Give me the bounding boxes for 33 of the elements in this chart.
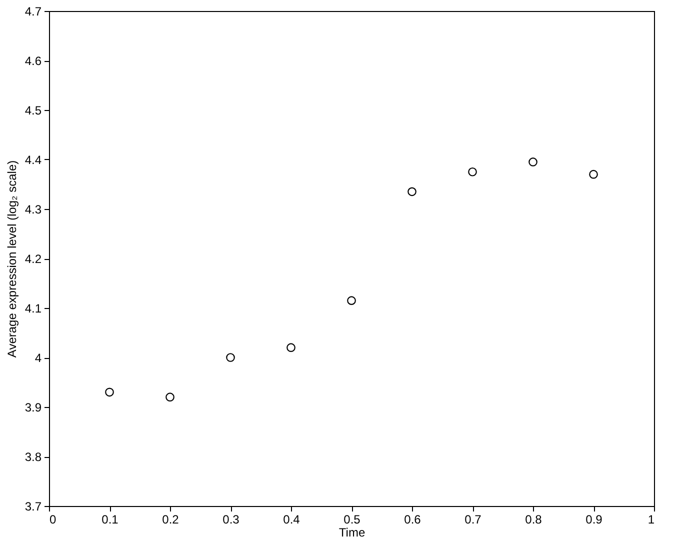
y-tick-label: 4.1 <box>24 302 42 316</box>
y-tick-label: 4.6 <box>24 54 42 68</box>
point <box>408 187 416 196</box>
point <box>166 392 174 402</box>
x-tick-label: 0.4 <box>283 512 300 526</box>
x-tick-label: 0.1 <box>102 512 119 526</box>
point <box>286 343 296 352</box>
x-tick-label: 0 <box>50 512 56 526</box>
y-tick-label: 4.3 <box>24 202 42 216</box>
y-tick-label: 3.8 <box>24 450 42 464</box>
y-tick-label: 4 <box>34 351 42 365</box>
x-tick-label: 0.5 <box>344 512 361 526</box>
y-tick-label: 4.7 <box>24 4 42 18</box>
x-axis-title: Time <box>338 526 366 540</box>
point <box>226 353 235 362</box>
x-tick-label: 1 <box>648 512 655 526</box>
x-tick-label: 0.6 <box>404 512 422 526</box>
point <box>347 296 356 305</box>
point <box>589 170 598 179</box>
y-tick-label: 4.5 <box>24 104 42 118</box>
point <box>105 388 114 397</box>
y-tick-label: 3.9 <box>24 400 42 414</box>
y-tick-label: 4.2 <box>24 252 42 266</box>
point <box>528 158 538 166</box>
x-tick-label: 0.9 <box>586 512 603 526</box>
x-tick-label: 0.2 <box>162 512 180 526</box>
x-tick-label: 0.8 <box>525 512 542 526</box>
point <box>468 167 477 176</box>
y-tick-label: 3.7 <box>24 500 42 514</box>
x-tick-label: 0.3 <box>222 512 240 526</box>
y-axis-title: Average expression level (log₂ scale) <box>4 160 19 358</box>
x-tick-label: 0.7 <box>464 512 482 526</box>
y-tick-label: 4.4 <box>24 153 42 167</box>
